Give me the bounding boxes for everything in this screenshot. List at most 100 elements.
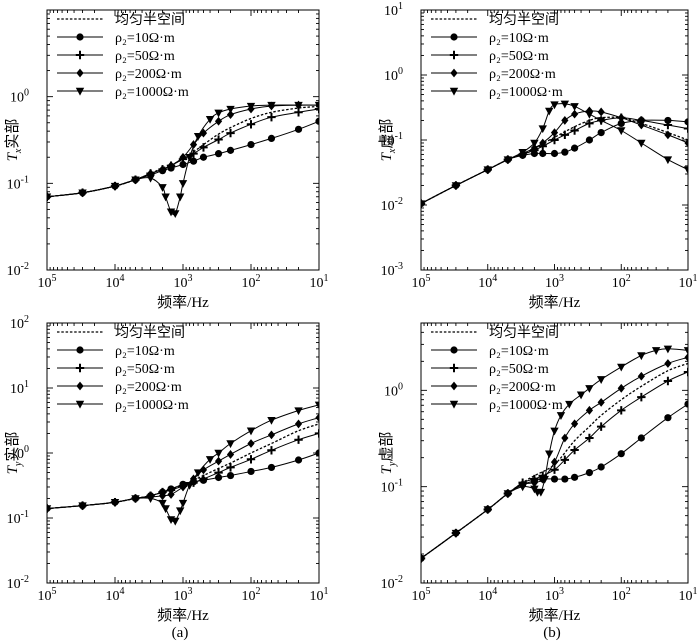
x-tick-label: 105: [412, 273, 431, 291]
legend-marker-r1000: [449, 87, 459, 96]
marker-r200: [597, 107, 605, 117]
marker-r1000: [161, 505, 170, 514]
marker-r200: [684, 352, 688, 362]
y-tick-exp: 1: [24, 379, 29, 390]
x-axis-label: 频率/Hz: [157, 607, 209, 624]
marker-r200: [597, 397, 605, 407]
marker-r50: [570, 126, 579, 135]
marker-r1000: [503, 490, 513, 499]
y-axis-label: Tx实部: [4, 119, 24, 162]
marker-r1000: [171, 210, 180, 218]
marker-r10: [226, 471, 235, 480]
x-tick-base: 10: [174, 589, 188, 604]
marker-r1000: [560, 100, 570, 109]
marker-r1000: [637, 139, 646, 148]
y-tick-exp: -2: [21, 261, 29, 272]
x-tick-base: 10: [412, 276, 426, 291]
marker-r1000: [47, 505, 52, 514]
marker-r1000: [171, 517, 180, 526]
marker-r50: [550, 465, 559, 474]
y-tick-label: 10-2: [7, 261, 29, 279]
y-tick-base: 10: [384, 4, 398, 19]
marker-r10: [267, 463, 276, 472]
marker-r1000: [158, 499, 167, 508]
y-axis-label: Ty虚部: [378, 432, 398, 475]
marker-r1000: [421, 200, 426, 209]
marker-r10: [315, 449, 319, 457]
legend-label-r200: ρ₂=200Ω·m: [115, 67, 182, 82]
y-tick-label: 10-2: [381, 196, 403, 214]
marker-r50: [294, 435, 303, 444]
y-tick-label: 10-1: [381, 478, 403, 496]
marker-r200: [664, 130, 672, 140]
y-tick-base: 10: [381, 577, 395, 592]
marker-r1000: [565, 400, 574, 409]
marker-r200: [179, 482, 187, 492]
legend-marker-r50: [449, 363, 459, 373]
y-tick-label: 10-2: [7, 574, 29, 592]
y-tick-label: 10-1: [381, 131, 403, 149]
marker-r200: [158, 164, 167, 174]
series-group: [47, 100, 319, 218]
marker-r10: [189, 157, 198, 165]
marker-r200: [617, 383, 625, 393]
y-tick-label: 10-1: [7, 174, 29, 192]
series-line-r50: [47, 432, 319, 509]
y-tick-label: 101: [10, 379, 29, 397]
marker-r10: [550, 149, 559, 158]
marker-r10: [550, 475, 559, 483]
marker-r1000: [451, 182, 461, 191]
y-tick-exp: -2: [21, 574, 29, 585]
marker-r1000: [421, 555, 426, 564]
marker-r1000: [651, 347, 661, 355]
marker-r200: [158, 491, 167, 501]
marker-r1000: [205, 115, 215, 124]
legend-label-r10: ρ₂=10Ω·m: [489, 31, 549, 46]
marker-r50: [214, 135, 223, 144]
y-tick-label: 102: [10, 314, 29, 332]
x-tick-base: 10: [545, 276, 559, 291]
marker-r10: [617, 450, 625, 458]
marker-r1000: [314, 401, 319, 410]
legend-label-r50: ρ₂=50Ω·m: [489, 49, 549, 64]
marker-r1000: [161, 193, 170, 202]
marker-r50: [560, 455, 570, 465]
y-tick-base: 10: [384, 384, 398, 399]
marker-r1000: [596, 376, 606, 384]
y-tick-base: 10: [381, 264, 395, 279]
marker-r50: [267, 112, 276, 122]
legend-label-r200: ρ₂=200Ω·m: [489, 380, 556, 395]
marker-r200: [664, 359, 672, 368]
marker-r1000: [536, 488, 546, 497]
marker-r200: [637, 120, 645, 130]
marker-r1000: [78, 502, 87, 511]
x-tick-label: 102: [242, 586, 261, 604]
x-tick-exp: 1: [324, 273, 329, 284]
marker-r1000: [146, 174, 155, 183]
y-tick-exp: -1: [395, 478, 403, 489]
panel-ty-real: 105 104 103 102 10110-210-1100101102频率/HzTy实…: [4, 314, 329, 624]
plot-frame: [46, 322, 320, 584]
marker-r1000: [158, 184, 167, 192]
x-tick-label: 103: [545, 273, 564, 291]
marker-r1000: [663, 345, 673, 354]
legend: 均匀半空间 ρ₂=10Ω·m ρ₂=50Ω·m ρ₂=200Ω·m ρ₂=1000Ω·m: [431, 325, 563, 413]
y-tick-label: 100: [384, 381, 403, 399]
marker-r1000: [193, 132, 203, 141]
marker-r200: [617, 113, 625, 123]
y-label-sub: y: [387, 461, 398, 467]
legend-marker-r1000: [75, 400, 85, 409]
marker-r200: [561, 433, 569, 443]
y-tick-base: 10: [7, 177, 21, 192]
legend-marker-r10: [76, 346, 84, 354]
marker-r10: [684, 118, 688, 126]
marker-r10: [247, 467, 255, 476]
marker-r10: [561, 148, 569, 156]
x-axis-label: 频率/Hz: [529, 294, 581, 311]
marker-r1000: [214, 449, 223, 458]
marker-r1000: [538, 125, 547, 134]
marker-r1000: [185, 154, 194, 162]
marker-r10: [214, 150, 223, 158]
panel-tx-real: 105 104 103 102 10110-210-1100频率/HzTx实部均匀半空间…: [4, 9, 329, 311]
y-tick-label: 100: [10, 88, 29, 106]
